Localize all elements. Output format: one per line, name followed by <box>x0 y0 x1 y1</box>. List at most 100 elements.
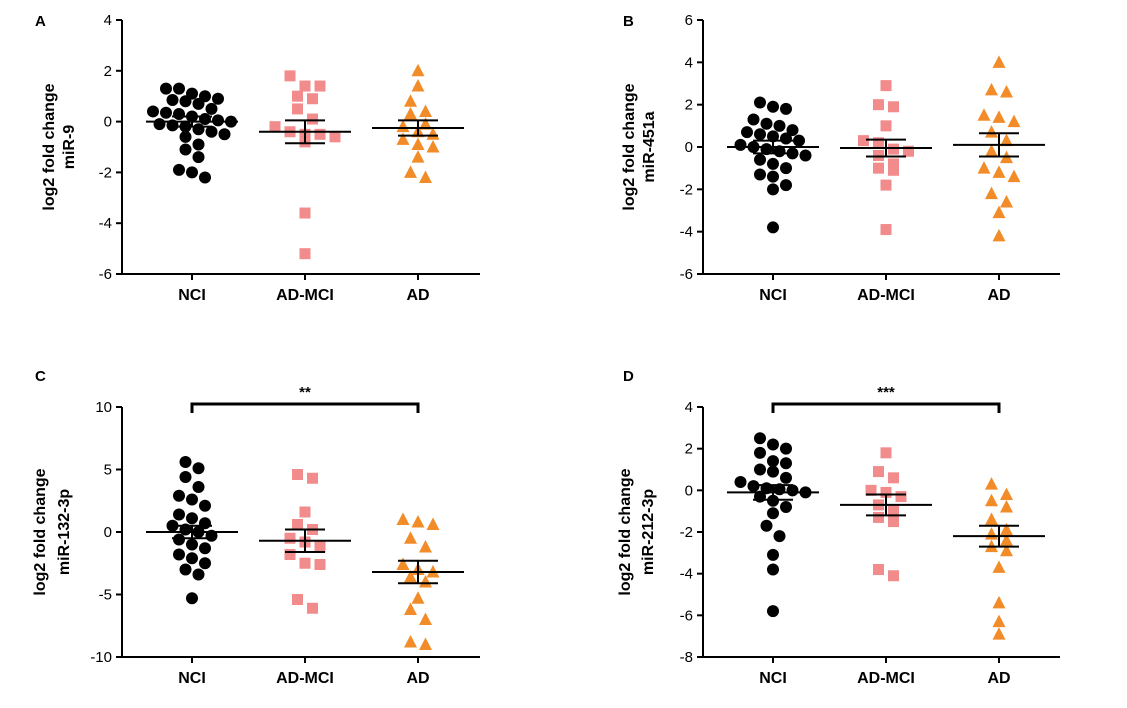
data-point-ad-mci <box>299 80 311 92</box>
data-point-nci <box>786 124 799 137</box>
data-point-ad-mci <box>888 472 899 484</box>
x-category-label-ad: AD <box>987 670 1010 687</box>
data-point-ad <box>404 602 417 615</box>
data-point-nci <box>186 538 198 551</box>
data-point-ad <box>1000 500 1013 513</box>
data-point-nci <box>760 519 773 532</box>
y-tick-label: -8 <box>680 649 693 666</box>
data-point-nci <box>179 456 192 468</box>
data-point-nci <box>767 455 779 468</box>
data-point-ad <box>985 477 998 490</box>
data-point-ad <box>419 170 432 183</box>
data-point-nci <box>173 508 185 521</box>
y-tick-label: 0 <box>104 524 112 541</box>
y-tick-label: 0 <box>685 482 693 499</box>
data-point-ad <box>992 205 1006 219</box>
data-point-nci <box>212 114 224 127</box>
data-point-nci <box>179 130 192 143</box>
data-point-ad-mci <box>314 80 326 92</box>
data-point-ad-mci <box>292 469 303 480</box>
data-point-nci <box>173 107 185 120</box>
data-point-ad-mci <box>895 491 907 503</box>
data-point-ad <box>1000 543 1013 557</box>
y-axis-label-mirna: miR-212-3p <box>640 489 657 575</box>
significance-bracket <box>771 402 1001 413</box>
data-point-ad-mci <box>888 505 899 517</box>
data-point-nci <box>754 446 766 459</box>
x-category-label-ad-mci: AD-MCI <box>857 670 915 687</box>
data-point-nci <box>747 113 760 126</box>
data-point-nci <box>192 462 205 475</box>
data-point-ad <box>992 560 1006 573</box>
y-axis-label: log2 fold change <box>41 83 58 210</box>
data-point-nci <box>160 82 172 95</box>
data-point-nci <box>199 542 211 555</box>
y-axis-label-mirna: miR-132-3p <box>56 489 73 575</box>
data-point-nci <box>754 128 766 141</box>
y-axis-label: log2 fold change <box>621 83 638 210</box>
data-point-ad <box>419 540 432 553</box>
data-point-ad-mci <box>292 103 303 115</box>
data-point-ad <box>992 595 1006 609</box>
data-point-ad <box>1000 487 1013 500</box>
y-tick-label: 4 <box>104 12 112 29</box>
data-point-ad-mci <box>269 121 281 133</box>
data-point-ad <box>985 493 998 507</box>
data-point-ad-mci <box>873 466 884 478</box>
data-point-ad <box>985 144 998 157</box>
data-point-nci <box>780 442 792 455</box>
data-point-nci <box>179 563 192 576</box>
data-point-ad-mci <box>307 93 318 105</box>
significance-label: *** <box>877 384 895 401</box>
x-category-label-nci: NCI <box>178 287 206 304</box>
y-tick-label: 6 <box>685 12 693 29</box>
data-point-ad <box>411 515 425 528</box>
data-point-ad <box>1007 114 1021 128</box>
x-category-label-nci: NCI <box>759 287 787 304</box>
y-tick-label: -10 <box>90 649 112 666</box>
data-point-ad-mci <box>292 90 303 102</box>
data-point-ad-mci <box>307 602 318 614</box>
data-point-nci <box>205 102 218 115</box>
data-point-ad <box>411 150 425 163</box>
data-point-ad-mci <box>888 158 899 170</box>
data-point-ad <box>396 512 410 525</box>
data-point-ad <box>985 527 998 540</box>
data-point-ad <box>396 557 410 570</box>
y-tick-label: 2 <box>685 441 693 458</box>
y-axis-label-mirna: miR-9 <box>61 125 78 170</box>
data-point-ad <box>404 165 417 178</box>
data-point-ad-mci <box>873 564 884 575</box>
data-point-ad <box>1000 522 1013 536</box>
data-point-nci <box>767 183 779 196</box>
data-point-nci <box>199 499 211 512</box>
data-point-ad <box>419 612 432 625</box>
data-point-ad-mci <box>880 486 892 498</box>
x-category-label-ad-mci: AD-MCI <box>276 287 334 304</box>
data-point-nci <box>760 117 773 130</box>
data-point-nci <box>786 484 799 497</box>
data-point-nci <box>212 92 224 105</box>
data-point-ad-mci <box>299 506 311 518</box>
data-point-ad-mci <box>329 131 341 143</box>
data-point-nci <box>780 179 792 192</box>
y-tick-label: -6 <box>99 266 112 283</box>
data-point-ad-mci <box>865 484 877 496</box>
data-point-ad-mci <box>903 145 914 157</box>
data-point-nci <box>199 557 211 570</box>
data-point-ad <box>992 627 1006 640</box>
data-point-nci <box>799 149 812 162</box>
data-point-nci <box>767 157 779 170</box>
data-point-ad <box>1007 169 1021 183</box>
data-point-ad-mci <box>284 70 296 82</box>
data-point-ad-mci <box>880 179 892 191</box>
data-point-ad-mci <box>307 113 318 125</box>
data-point-nci <box>192 97 205 110</box>
panel-letter: D <box>623 368 634 385</box>
data-point-nci <box>205 125 218 138</box>
data-point-nci <box>166 94 179 107</box>
